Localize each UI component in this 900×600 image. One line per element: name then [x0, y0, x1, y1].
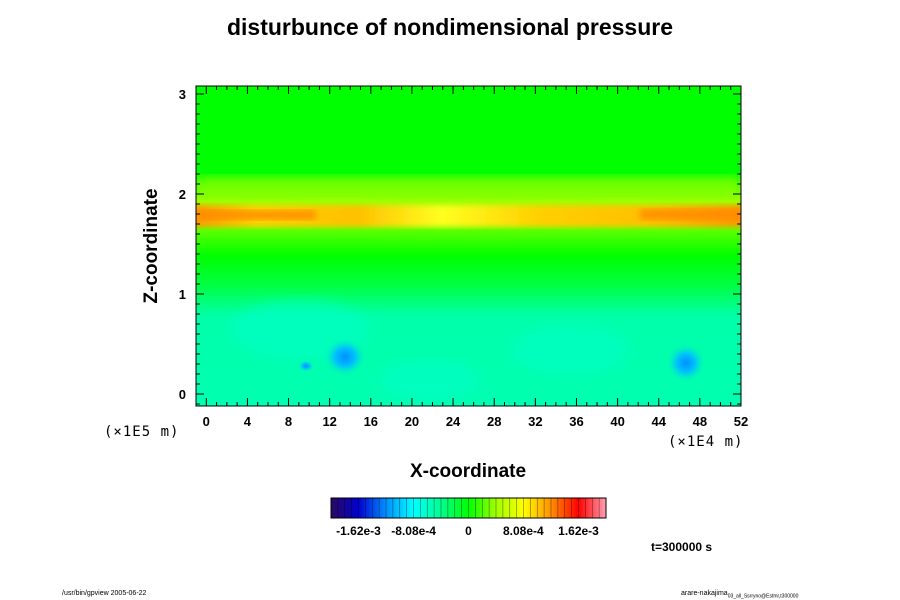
colorbar-tick-label: 0	[465, 524, 472, 538]
weak-positive-band	[196, 176, 741, 194]
colorbar-ticks: -1.62e-3 -8.08e-4 0 8.08e-4 1.62e-3	[336, 524, 599, 538]
x-tick-label: 40	[610, 414, 624, 429]
footer-right: arare-nakajima03_all_Ssrryno@Estmr,t3000…	[681, 590, 798, 599]
colorbar-tick-label: -8.08e-4	[391, 524, 436, 538]
negative-cell	[298, 360, 314, 372]
colorbar-tick-label: -1.62e-3	[336, 524, 381, 538]
negative-cell	[666, 343, 706, 383]
x-tick-label: 20	[405, 414, 419, 429]
positive-band-core-left	[196, 210, 316, 220]
colorbar-tick-label: 1.62e-3	[558, 524, 599, 538]
x-tick-label: 48	[693, 414, 707, 429]
x-tick-label: 24	[446, 414, 461, 429]
x-tick-label: 8	[285, 414, 292, 429]
footer-right-main: arare-nakajima	[681, 590, 728, 597]
x-tick-label: 28	[487, 414, 501, 429]
x-tick-label: 16	[364, 414, 378, 429]
x-tick-label: 36	[569, 414, 583, 429]
y-tick-label: 0	[179, 387, 186, 402]
x-axis-label: X-coordinate	[410, 461, 526, 482]
x-unit-label: (×1E4 m)	[668, 434, 744, 450]
chart-title: disturbunce of nondimensional pressure	[226, 14, 673, 40]
y-unit-label: (×1E5 m)	[104, 424, 180, 440]
time-label: t=300000 s	[651, 540, 713, 554]
heatmap-field	[196, 86, 741, 406]
y-axis-label: Z-coordinate	[141, 188, 162, 303]
y-tick-label: 3	[179, 87, 186, 102]
colorbar-tick-label: 8.08e-4	[503, 524, 544, 538]
y-tick-label: 2	[179, 187, 186, 202]
x-tick-label: 44	[652, 414, 667, 429]
positive-band	[196, 205, 741, 227]
footer-right-sub: 03_all_Ssrryno@Estmr,t300000	[727, 593, 799, 600]
y-axis-ticks: 0 1 2 3	[179, 87, 741, 405]
plot-frame	[195, 85, 742, 407]
negative-patch	[510, 325, 630, 375]
negative-cell	[323, 337, 367, 377]
x-axis-ticks: 0 4 8 12 16 20 24 28 32 36 40 44 48 52	[195, 86, 748, 429]
x-tick-label: 32	[528, 414, 542, 429]
x-tick-label: 0	[203, 414, 210, 429]
colorbar-divisions	[337, 498, 600, 518]
positive-band-core-right	[640, 209, 741, 220]
x-tick-label: 4	[244, 414, 252, 429]
footer-left: /usr/bin/gpview 2005-06-22	[62, 590, 147, 597]
colorbar: -1.62e-3 -8.08e-4 0 8.08e-4 1.62e-3	[330, 497, 607, 538]
negative-patch	[380, 360, 480, 400]
y-tick-label: 1	[179, 287, 186, 302]
x-tick-label: 52	[734, 414, 748, 429]
x-tick-label: 12	[322, 414, 336, 429]
